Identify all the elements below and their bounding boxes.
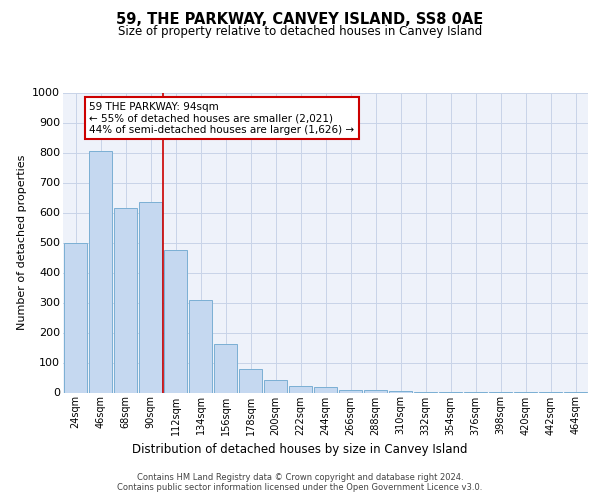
Text: 59, THE PARKWAY, CANVEY ISLAND, SS8 0AE: 59, THE PARKWAY, CANVEY ISLAND, SS8 0AE <box>116 12 484 28</box>
Text: Distribution of detached houses by size in Canvey Island: Distribution of detached houses by size … <box>132 442 468 456</box>
Text: 59 THE PARKWAY: 94sqm
← 55% of detached houses are smaller (2,021)
44% of semi-d: 59 THE PARKWAY: 94sqm ← 55% of detached … <box>89 102 355 134</box>
Bar <box>339 390 362 392</box>
Bar <box>139 202 162 392</box>
Bar <box>364 390 387 392</box>
Text: Contains HM Land Registry data © Crown copyright and database right 2024.
Contai: Contains HM Land Registry data © Crown c… <box>118 472 482 492</box>
Text: Size of property relative to detached houses in Canvey Island: Size of property relative to detached ho… <box>118 25 482 38</box>
Bar <box>239 369 262 392</box>
Bar <box>189 300 212 392</box>
Bar <box>289 386 312 392</box>
Y-axis label: Number of detached properties: Number of detached properties <box>17 155 26 330</box>
Bar <box>89 151 112 392</box>
Bar <box>164 250 187 392</box>
Bar <box>214 344 237 393</box>
Bar <box>64 242 87 392</box>
Bar <box>314 387 337 392</box>
Bar <box>114 208 137 392</box>
Bar <box>264 380 287 392</box>
